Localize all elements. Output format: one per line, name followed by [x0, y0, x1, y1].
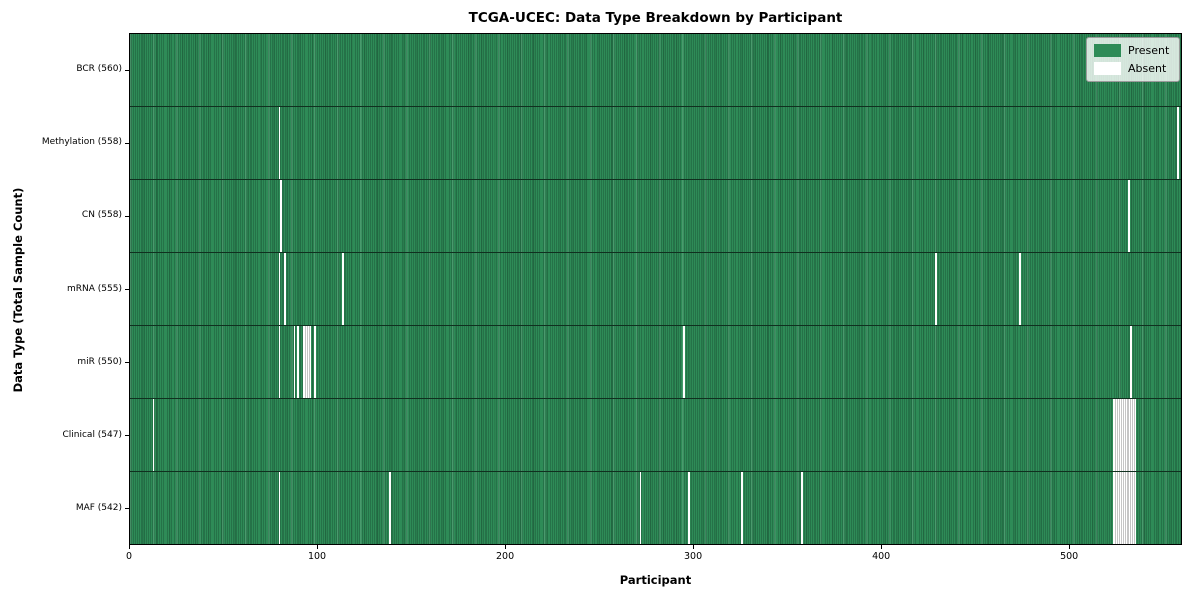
absent-cell	[302, 326, 305, 398]
legend-label-absent: Absent	[1128, 62, 1167, 75]
absent-cell	[314, 326, 317, 398]
y-tick-mark	[125, 508, 129, 510]
absent-cell	[297, 326, 300, 398]
absent-cell	[1132, 472, 1135, 544]
y-tick-mark	[125, 289, 129, 290]
y-tick-mark	[125, 362, 129, 364]
absent-cell	[1113, 399, 1116, 471]
absent-cell	[1122, 472, 1125, 544]
absent-cell	[389, 472, 392, 544]
absent-cell	[278, 472, 281, 544]
y-tick-label-methylation: Methylation (558)	[41, 137, 122, 148]
y-tick-label-mir: miR (550)	[77, 356, 122, 367]
absent-cell	[308, 326, 311, 398]
absent-cell	[1113, 472, 1116, 544]
heatmap-row-cn	[130, 180, 1181, 253]
y-tick-label-maf: MAF (542)	[75, 502, 122, 513]
heatmap-row-clinical	[130, 399, 1181, 472]
absent-cell	[1130, 399, 1133, 471]
y-tick-label-cn: CN (558)	[81, 210, 122, 221]
heatmap-row-bcr	[130, 34, 1181, 107]
x-tick-mark	[129, 545, 130, 549]
y-tick-label-bcr: BCR (560)	[76, 64, 122, 75]
legend-entry-present: Present	[1094, 44, 1171, 57]
absent-cell	[1130, 472, 1133, 544]
x-tick-label: 100	[307, 551, 327, 562]
x-tick-label: 300	[684, 551, 703, 562]
absent-cell	[342, 253, 345, 325]
absent-cell	[741, 472, 743, 544]
absent-cell	[1130, 326, 1133, 398]
absent-cell	[1124, 472, 1127, 544]
absent-cell	[934, 253, 937, 325]
y-tick-label-mrna: mRNA (555)	[67, 283, 122, 294]
absent-cell	[1115, 399, 1118, 471]
absent-cell	[284, 253, 287, 325]
y-tick-mark	[125, 142, 129, 144]
absent-cell	[1019, 253, 1022, 325]
absent-cell	[280, 180, 283, 252]
absent-cell	[1128, 180, 1131, 252]
absent-cell	[682, 326, 685, 398]
absent-cell	[688, 472, 691, 544]
absent-cell	[1132, 399, 1135, 471]
y-tick-mark	[125, 69, 129, 71]
absent-cell	[1126, 399, 1129, 471]
legend-label-present: Present	[1128, 44, 1170, 57]
absent-cell	[278, 253, 281, 325]
absent-cell	[152, 399, 155, 471]
absent-cell	[639, 472, 642, 544]
legend-swatch-absent	[1094, 62, 1121, 75]
heatmap-row-methylation	[130, 107, 1181, 180]
absent-cell	[1117, 472, 1120, 544]
y-tick-label-clinical: Clinical (547)	[62, 429, 122, 440]
absent-cell	[1126, 472, 1129, 544]
absent-cell	[293, 326, 296, 398]
x-tick-mark	[317, 545, 319, 549]
absent-cell	[1177, 107, 1180, 179]
absent-cell	[1117, 399, 1120, 471]
absent-cell	[306, 326, 309, 398]
legend-entry-absent: Absent	[1094, 62, 1171, 75]
absent-cell	[1122, 399, 1125, 471]
absent-cell	[1124, 399, 1127, 471]
x-tick-label: 500	[1060, 551, 1079, 562]
absent-cell	[278, 107, 281, 179]
absent-cell	[304, 326, 307, 398]
absent-cell	[1119, 472, 1121, 544]
chart-title: TCGA-UCEC: Data Type Breakdown by Partic…	[468, 10, 843, 26]
absent-cell	[1115, 472, 1118, 544]
x-tick-label: 400	[872, 551, 891, 562]
absent-cell	[278, 326, 281, 398]
absent-cell	[801, 472, 804, 544]
legend-swatch-present	[1094, 44, 1121, 57]
x-tick-mark	[881, 545, 883, 549]
y-tick-mark	[125, 215, 129, 217]
absent-cell	[1134, 399, 1136, 471]
x-tick-mark	[1069, 545, 1071, 549]
heatmap-row-maf	[130, 472, 1181, 544]
legend: Present Absent	[1086, 37, 1180, 82]
absent-cell	[1128, 472, 1131, 544]
x-tick-mark	[693, 545, 695, 549]
absent-cell	[1134, 472, 1136, 544]
absent-cell	[1120, 472, 1123, 544]
y-tick-mark	[125, 435, 129, 437]
x-tick-label: 0	[125, 551, 133, 562]
absent-cell	[1119, 399, 1121, 471]
heatmap-row-mrna	[130, 253, 1181, 326]
x-tick-label: 200	[495, 551, 515, 562]
x-tick-mark	[505, 545, 507, 549]
heatmap-row-mir	[130, 326, 1181, 399]
x-axis-label: Participant	[619, 573, 692, 587]
absent-cell	[1120, 399, 1123, 471]
heatmap-plot	[129, 33, 1182, 545]
absent-cell	[1128, 399, 1131, 471]
